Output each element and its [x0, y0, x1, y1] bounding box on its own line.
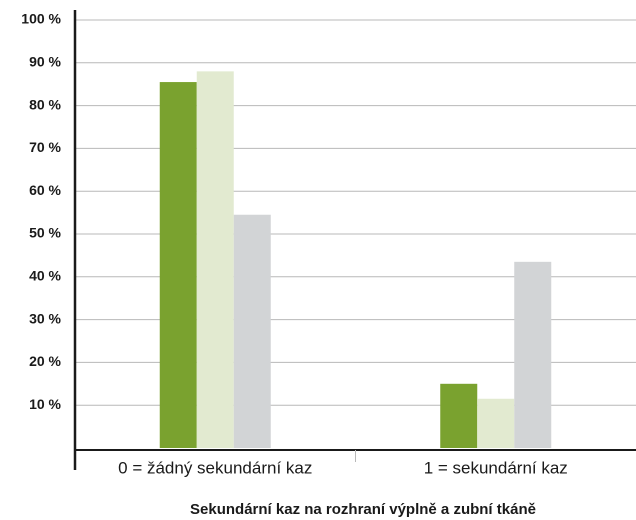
x-tick-label: 0 = žádný sekundární kaz: [118, 458, 312, 477]
bar: [514, 261, 552, 448]
y-tick-label: 10 %: [29, 396, 61, 412]
bar: [440, 383, 478, 448]
y-tick-label: 90 %: [29, 54, 61, 70]
bar: [233, 214, 271, 448]
y-tick-label: 60 %: [29, 182, 61, 198]
bar: [196, 71, 234, 449]
y-tick-label: 50 %: [29, 225, 61, 241]
y-tick-label: 100 %: [21, 11, 61, 27]
y-tick-label: 30 %: [29, 310, 61, 326]
y-tick-label: 70 %: [29, 139, 61, 155]
y-tick-label: 40 %: [29, 268, 61, 284]
bar: [159, 82, 197, 448]
y-tick-label: 20 %: [29, 353, 61, 369]
bar: [477, 398, 515, 448]
y-tick-label: 80 %: [29, 96, 61, 112]
x-axis-title: Sekundární kaz na rozhraní výplně a zubn…: [190, 501, 536, 518]
x-tick-label: 1 = sekundární kaz: [424, 458, 568, 477]
